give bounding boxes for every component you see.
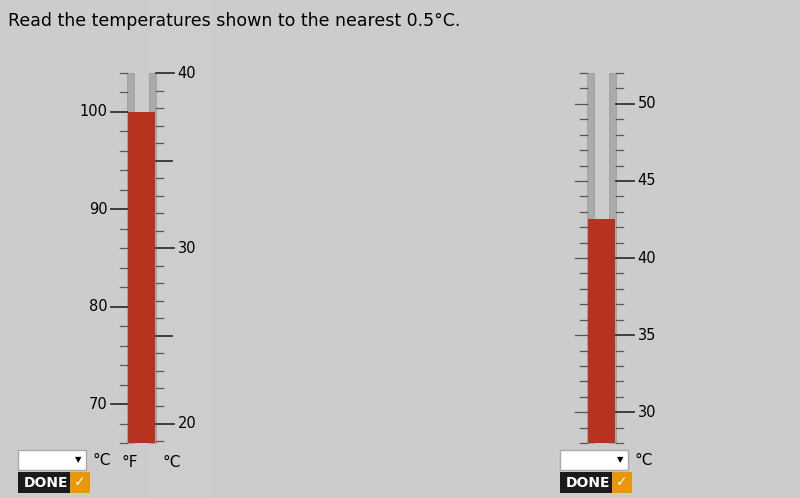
Text: ✓: ✓ [74,476,86,490]
Bar [560,450,628,470]
Bar [290,0,310,498]
Bar [230,0,250,498]
Bar [470,0,490,498]
Bar [270,0,290,498]
Bar [560,472,632,493]
Bar [149,73,155,443]
Bar [410,0,430,498]
Text: 70: 70 [89,396,107,411]
Text: 30: 30 [638,405,656,420]
Text: °C: °C [92,453,110,468]
Bar [430,0,450,498]
Text: °C: °C [634,453,652,468]
Bar [609,73,615,443]
Bar [612,472,632,493]
Bar [390,0,410,498]
Text: 40: 40 [638,250,656,265]
Text: Read the temperatures shown to the nearest 0.5°C.: Read the temperatures shown to the neare… [8,12,460,30]
Text: °F: °F [122,455,138,470]
Bar [587,220,614,443]
Bar [450,0,470,498]
Text: 20: 20 [178,416,196,431]
Text: 100: 100 [79,105,107,120]
Bar [530,0,550,498]
Bar [510,0,530,498]
Bar [127,112,154,443]
Bar [250,0,270,498]
Bar [310,0,330,498]
Bar [70,472,90,493]
Text: ✓: ✓ [616,476,628,490]
Text: DONE: DONE [24,476,68,490]
Text: 45: 45 [638,173,656,188]
Text: 50: 50 [638,96,656,112]
Text: DONE: DONE [566,476,610,490]
Bar [490,0,510,498]
Bar [586,73,594,443]
Bar [126,73,134,443]
Text: 80: 80 [89,299,107,314]
Text: 90: 90 [89,202,107,217]
Bar [18,472,90,493]
Text: °C: °C [608,455,626,470]
Text: ▼: ▼ [617,456,623,465]
Text: 35: 35 [638,328,656,343]
Bar [170,0,190,498]
Bar [210,0,230,498]
Bar [330,0,350,498]
Bar [350,0,370,498]
Bar [190,0,210,498]
Text: 40: 40 [178,66,196,81]
Bar [150,0,170,498]
Bar [370,0,390,498]
Text: °C: °C [163,455,181,470]
Text: 30: 30 [178,241,196,256]
Text: ▼: ▼ [74,456,81,465]
Bar [18,450,86,470]
